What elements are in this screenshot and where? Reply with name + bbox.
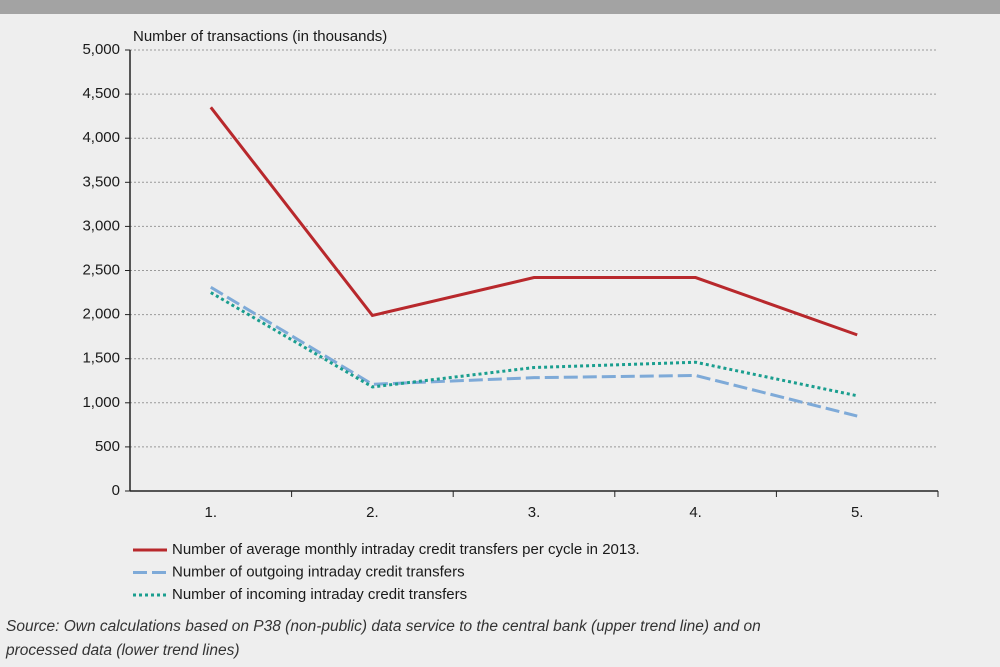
source-note: Source: Own calculations based on P38 (n… <box>6 618 761 635</box>
y-tick-label: 4,000 <box>82 129 120 146</box>
x-tick-label: 3. <box>528 504 541 521</box>
y-axis-label: Number of transactions (in thousands) <box>133 28 387 45</box>
x-tick-label: 5. <box>851 504 864 521</box>
source-note: processed data (lower trend lines) <box>5 642 239 659</box>
series-line <box>210 291 858 398</box>
y-tick-label: 0 <box>112 482 120 499</box>
series-line <box>209 106 858 337</box>
y-tick-label: 3,500 <box>82 173 120 190</box>
top-bar <box>0 0 1000 14</box>
y-tick-label: 1,500 <box>82 350 120 367</box>
x-tick-label: 1. <box>205 504 218 521</box>
legend-label: Number of incoming intraday credit trans… <box>172 586 467 603</box>
y-tick-label: 4,500 <box>82 85 120 102</box>
x-tick-label: 4. <box>689 504 702 521</box>
y-tick-label: 3,000 <box>82 217 120 234</box>
y-tick-label: 2,000 <box>82 306 120 323</box>
y-tick-label: 5,000 <box>82 41 120 58</box>
legend-label: Number of outgoing intraday credit trans… <box>172 563 465 580</box>
legend-label: Number of average monthly intraday credi… <box>172 541 640 558</box>
series-line <box>210 285 858 418</box>
y-tick-label: 500 <box>95 438 120 455</box>
y-tick-label: 1,000 <box>82 394 120 411</box>
x-tick-label: 2. <box>366 504 379 521</box>
y-tick-label: 2,500 <box>82 261 120 278</box>
